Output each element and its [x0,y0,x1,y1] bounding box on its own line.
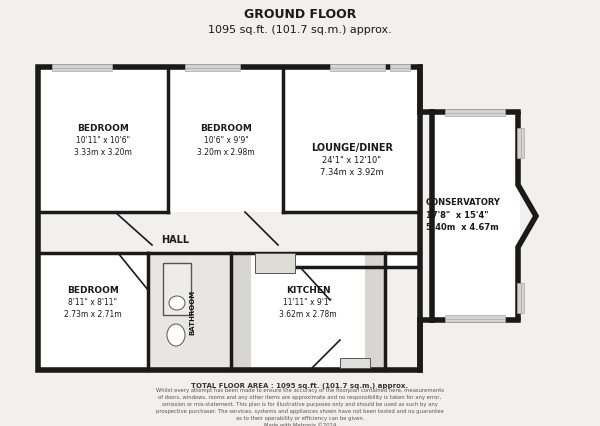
Bar [255,253,295,273]
Bar [517,283,524,313]
Bar [148,253,231,370]
Bar [52,64,112,71]
Text: BEDROOM: BEDROOM [77,124,129,133]
Bar [231,253,385,370]
Bar [330,64,385,71]
Text: 8'11" x 8'11"
2.73m x 2.71m: 8'11" x 8'11" 2.73m x 2.71m [64,298,122,319]
Bar [163,263,191,315]
Ellipse shape [167,324,185,346]
Bar [38,212,420,253]
Bar [38,253,148,370]
Text: 24'1" x 12'10"
7.34m x 3.92m: 24'1" x 12'10" 7.34m x 3.92m [320,156,384,177]
Text: HALL: HALL [161,235,189,245]
Bar [38,67,168,212]
Text: 10'11" x 10'6"
3.33m x 3.20m: 10'11" x 10'6" 3.33m x 3.20m [74,136,132,157]
Bar [517,128,524,158]
Text: CONSERVATORY
17'8"  x 15'4"
5.40m  x 4.67m: CONSERVATORY 17'8" x 15'4" 5.40m x 4.67m [426,198,501,232]
Bar [168,212,420,253]
Bar [283,67,420,267]
Text: Whilst every attempt has been made to ensure the accuracy of the floorplan conta: Whilst every attempt has been made to en… [156,388,444,426]
Text: KITCHEN: KITCHEN [286,286,331,295]
Bar [365,253,385,370]
Text: TOTAL FLOOR AREA : 1095 sq.ft. (101.7 sq.m.) approx.: TOTAL FLOOR AREA : 1095 sq.ft. (101.7 sq… [191,383,409,389]
Bar [445,315,505,322]
Ellipse shape [169,296,185,310]
Bar [185,64,240,71]
Bar [231,253,251,370]
Text: 10'6" x 9'9"
3.20m x 2.98m: 10'6" x 9'9" 3.20m x 2.98m [197,136,255,157]
Text: LOUNGE/DINER: LOUNGE/DINER [311,143,393,153]
Bar [432,112,520,320]
Text: GROUND FLOOR: GROUND FLOOR [244,9,356,21]
Text: BEDROOM: BEDROOM [200,124,252,133]
Bar [148,253,231,370]
Text: BEDROOM: BEDROOM [67,286,119,295]
Text: 1095 sq.ft. (101.7 sq.m.) approx.: 1095 sq.ft. (101.7 sq.m.) approx. [208,25,392,35]
Bar [445,109,505,116]
Bar [168,67,283,212]
Bar [390,64,410,71]
Text: 11'11" x 9'1"
3.62m x 2.78m: 11'11" x 9'1" 3.62m x 2.78m [279,298,337,319]
Bar [340,358,370,368]
Text: BATHROOM: BATHROOM [189,289,195,334]
